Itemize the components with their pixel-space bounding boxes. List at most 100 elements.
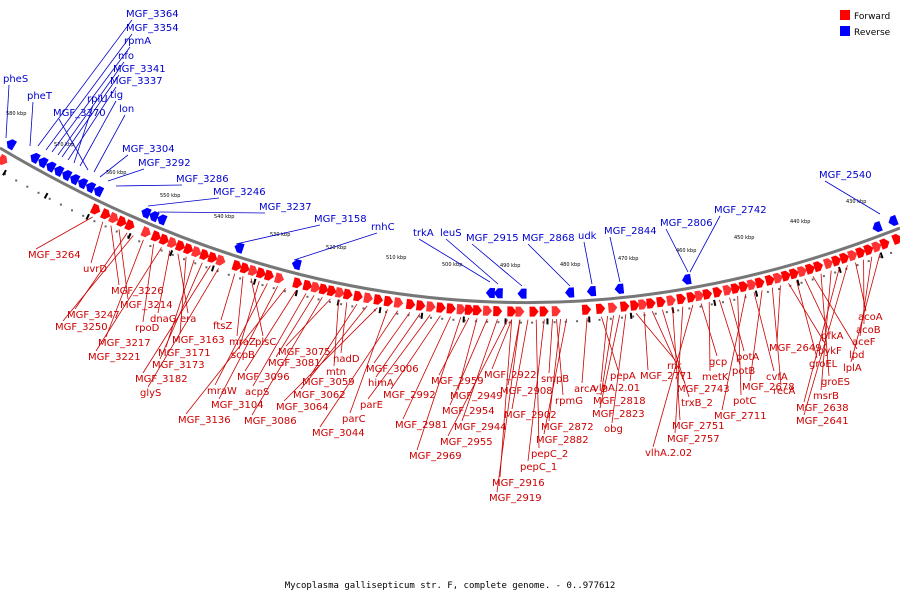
- leader-line: [62, 235, 134, 322]
- forward-gene-label-mgf-3221: MGF_3221: [88, 352, 141, 363]
- forward-gene-label-reca: recA: [773, 386, 796, 397]
- tick-mark: [420, 312, 424, 319]
- forward-gene-label-pepa: pepA: [610, 371, 636, 382]
- reverse-gene-label-lon: lon: [119, 104, 134, 115]
- leader-line: [753, 292, 775, 372]
- leader-line: [236, 276, 244, 337]
- forward-gene-label-mgf-2751: MGF_2751: [672, 421, 725, 432]
- reverse-gene-label-mgf-3370: MGF_3370: [53, 108, 106, 119]
- ring-dot: [834, 271, 837, 274]
- reverse-gene-arrow: [62, 170, 73, 182]
- reverse-gene-label-phet: pheT: [27, 91, 53, 102]
- leader-line: [340, 302, 348, 354]
- forward-gene-arrow: [764, 274, 775, 286]
- leader-line: [252, 293, 307, 387]
- reverse-gene-label-mgf-3341: MGF_3341: [113, 64, 166, 75]
- leader-line: [543, 318, 568, 435]
- leader-line: [147, 197, 220, 207]
- ring-dot: [396, 312, 399, 315]
- forward-gene-label-mgf-2771: MGF_2771: [640, 371, 693, 382]
- forward-gene-arrow: [464, 304, 474, 315]
- forward-gene-label-potb: potB: [732, 366, 755, 377]
- forward-gene-label-mgf-3096: MGF_3096: [237, 372, 290, 383]
- leader-line: [147, 268, 219, 388]
- reverse-gene-arrow: [93, 186, 105, 198]
- tick-mark: [796, 279, 800, 286]
- ring-dot: [71, 209, 73, 212]
- leader-line: [58, 118, 89, 171]
- ring-dot: [317, 298, 320, 301]
- ring-dot: [4, 173, 6, 176]
- forward-gene-label-pfka: pfkA: [821, 331, 844, 342]
- legend-reverse-swatch: [840, 26, 850, 36]
- leader-line: [548, 319, 553, 374]
- forward-gene-label-mgf-3226: MGF_3226: [111, 286, 164, 297]
- ring-dot: [856, 264, 859, 267]
- ring-dot: [822, 275, 825, 278]
- leader-line: [402, 316, 451, 420]
- forward-gene-label-mgf-2919: MGF_2919: [489, 493, 542, 504]
- leader-line: [445, 238, 499, 285]
- ring-dot: [239, 277, 242, 280]
- forward-gene-arrow: [847, 250, 858, 262]
- leader-line: [803, 267, 840, 403]
- forward-gene-label-nadd: nadD: [333, 354, 360, 365]
- forward-gene-arrow: [694, 290, 705, 302]
- forward-gene-label-mraw: mraW: [207, 386, 237, 397]
- forward-gene-arrow: [334, 287, 345, 298]
- reverse-gene-arrow: [682, 273, 692, 285]
- leader-line: [285, 298, 331, 347]
- forward-gene-arrow: [191, 246, 202, 258]
- forward-gene-label-pare: parE: [360, 400, 383, 411]
- kbp-label-540-kbp: 540 kbp: [214, 214, 234, 220]
- ring-dot: [82, 214, 85, 217]
- forward-gene-label-mgf-3062: MGF_3062: [293, 390, 346, 401]
- reverse-gene-label-mgf-3292: MGF_3292: [138, 158, 191, 169]
- forward-gene-label-mgf-3171: MGF_3171: [158, 348, 211, 359]
- reverse-gene-arrow: [485, 287, 495, 299]
- forward-gene-arrow: [426, 301, 436, 312]
- reverse-gene-label-mgf-2742: MGF_2742: [714, 205, 767, 216]
- leader-line: [708, 301, 711, 372]
- forward-gene-arrow: [263, 269, 274, 281]
- reverse-gene-label-mgf-2844: MGF_2844: [604, 226, 657, 237]
- leader-line: [600, 316, 608, 383]
- forward-gene-arrow: [231, 259, 242, 271]
- ring-dot: [452, 318, 455, 321]
- leader-line: [73, 104, 94, 164]
- forward-gene-arrow: [124, 219, 135, 231]
- reverse-gene-arrow: [157, 214, 168, 226]
- leader-line: [600, 315, 614, 396]
- kbp-label-480-kbp: 480 kbp: [560, 262, 580, 268]
- forward-gene-label-acob: acoB: [856, 325, 881, 336]
- ring-dot: [283, 290, 286, 293]
- forward-gene-label-mgf-2955: MGF_2955: [440, 437, 493, 448]
- leader-line: [812, 276, 858, 350]
- reverse-gene-label-mgf-2868: MGF_2868: [522, 233, 575, 244]
- leader-line: [375, 313, 421, 378]
- ring-dot: [576, 320, 579, 323]
- reverse-gene-label-mgf-3354: MGF_3354: [126, 23, 179, 34]
- ring-dot: [553, 321, 556, 324]
- leader-line: [373, 312, 411, 364]
- reverse-gene-arrow: [46, 161, 57, 173]
- forward-gene-arrow: [239, 262, 250, 274]
- genome-backbone-arc: [0, 146, 900, 305]
- kbp-label-560-kbp: 560 kbp: [106, 170, 126, 176]
- ring-dot: [340, 303, 343, 306]
- forward-gene-arrow: [686, 292, 696, 303]
- forward-gene-arrow: [638, 299, 648, 310]
- forward-gene-label-ftsz: ftsZ: [213, 321, 232, 332]
- forward-gene-arrow: [472, 305, 482, 316]
- leader-line: [319, 310, 399, 428]
- forward-gene-label-vlha-2-02: vlhA.2.02: [645, 448, 692, 459]
- forward-gene-arrow: [551, 306, 561, 317]
- ring-dot: [519, 321, 522, 324]
- forward-gene-label-mgf-2638: MGF_2638: [796, 403, 849, 414]
- ring-dot: [418, 315, 421, 318]
- leader-line: [251, 296, 323, 416]
- leader-line: [527, 319, 545, 462]
- leader-line: [107, 168, 145, 182]
- tick-mark: [713, 299, 717, 306]
- forward-gene-arrow: [182, 243, 194, 255]
